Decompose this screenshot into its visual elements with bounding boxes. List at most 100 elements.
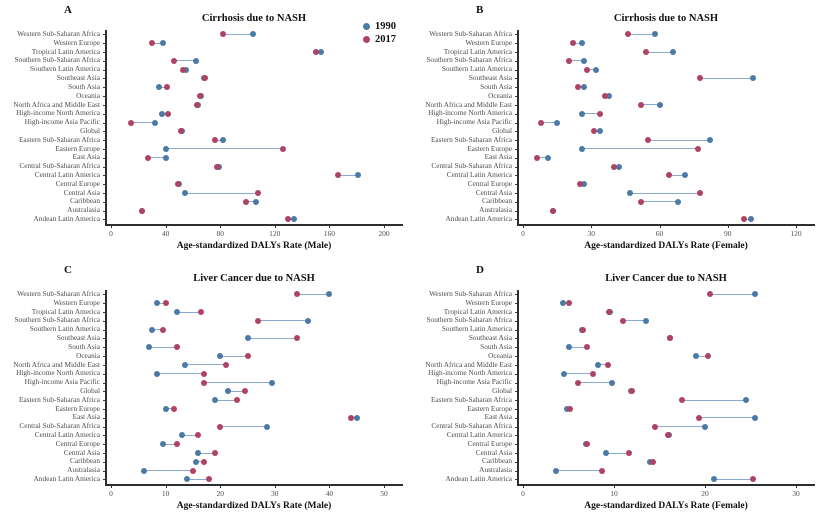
region-row: Global [0,126,412,136]
dumbbell-track [106,325,402,334]
dot-1990 [565,344,572,351]
y-tick [515,104,518,106]
region-row: South Asia [412,82,824,92]
dumbbell-track [518,431,814,440]
y-tick [103,131,106,133]
connector-line [147,157,166,159]
dot-2017 [211,137,218,144]
y-tick [103,294,106,296]
region-label: Southern Latin America [29,64,100,74]
dumbbell-track [518,145,814,154]
dot-1990 [162,405,169,412]
dot-2017 [170,405,177,412]
dumbbell-track [518,413,814,422]
connector-line [162,443,177,445]
dot-2017 [177,128,184,135]
dumbbell-track [518,39,814,48]
region-row: Western Sub-Saharan Africa [412,289,824,299]
dot-2017 [565,300,572,307]
region-row: Eastern Sub-Saharan Africa [412,395,824,405]
dumbbell-track [106,440,402,449]
dot-2017 [706,291,713,298]
y-tick [515,34,518,36]
y-tick [103,193,106,195]
dumbbell-track [106,352,402,361]
region-label: Central Sub-Saharan Africa [431,421,512,431]
dot-2017 [624,31,631,38]
region-row: Eastern Europe [412,404,824,414]
y-tick [515,408,518,410]
dot-1990 [290,216,297,223]
dot-2017 [174,181,181,188]
region-label: Western Europe [53,297,100,307]
dot-1990 [225,388,232,395]
y-tick [515,157,518,159]
dot-1990 [181,361,188,368]
region-label: Eastern Sub-Saharan Africa [18,394,100,404]
region-row: South Asia [0,82,412,92]
connector-line [198,452,215,454]
connector-line [577,382,613,384]
connector-line [586,69,596,71]
region-row: Oceania [412,91,824,101]
y-tick [515,87,518,89]
y-tick [515,96,518,98]
dot-1990 [154,370,161,377]
connector-line [173,60,196,62]
dot-2017 [202,75,209,82]
dot-2017 [198,309,205,316]
dot-2017 [583,344,590,351]
dot-2017 [597,110,604,117]
panel-letter: B [476,4,484,16]
panel-letter: A [64,4,72,16]
dot-1990 [642,317,649,324]
connector-line [184,192,259,194]
y-tick [103,470,106,472]
y-axis-line [105,30,107,225]
region-label: Andean Latin America [33,214,100,224]
region-row: Tropical Latin America [0,47,412,57]
region-row: Eastern Europe [412,144,824,154]
connector-line [220,426,267,428]
dot-2017 [576,181,583,188]
connector-line [157,302,166,304]
region-row: Central Latin America [412,430,824,440]
region-label: Eastern Sub-Saharan Africa [18,134,100,144]
dumbbell-track [106,413,402,422]
dot-2017 [583,441,590,448]
region-row: Central Asia [412,448,824,458]
region-label: Andean Latin America [33,474,100,484]
region-label: Southern Sub-Saharan Africa [14,55,100,65]
dumbbell-track [518,206,814,215]
region-label: Western Europe [53,37,100,47]
dot-1990 [211,397,218,404]
dumbbell-track [518,308,814,317]
x-tick-label: 30 [271,489,279,498]
y-tick [515,312,518,314]
dot-2017 [626,450,633,457]
region-label: Tropical Latin America [443,306,512,316]
connector-line [131,122,155,124]
connector-line [165,408,174,410]
x-axis-label: Age-standardized DALYs Rate (Male) [176,501,332,511]
y-tick [515,184,518,186]
dot-1990 [159,441,166,448]
y-tick [515,347,518,349]
dot-2017 [590,370,597,377]
x-axis-line [105,224,403,226]
dot-2017 [189,467,196,474]
y-tick [515,122,518,124]
dot-2017 [159,326,166,333]
dot-2017 [144,154,151,161]
dot-1990 [579,110,586,117]
dot-1990 [151,119,158,126]
y-tick [515,444,518,446]
region-row: Australasia [0,465,412,475]
dot-1990 [609,379,616,386]
y-axis-line [517,290,519,485]
dot-2017 [279,145,286,152]
connector-line [195,461,204,463]
region-label: Central Sub-Saharan Africa [431,161,512,171]
dumbbell-track [106,83,402,92]
